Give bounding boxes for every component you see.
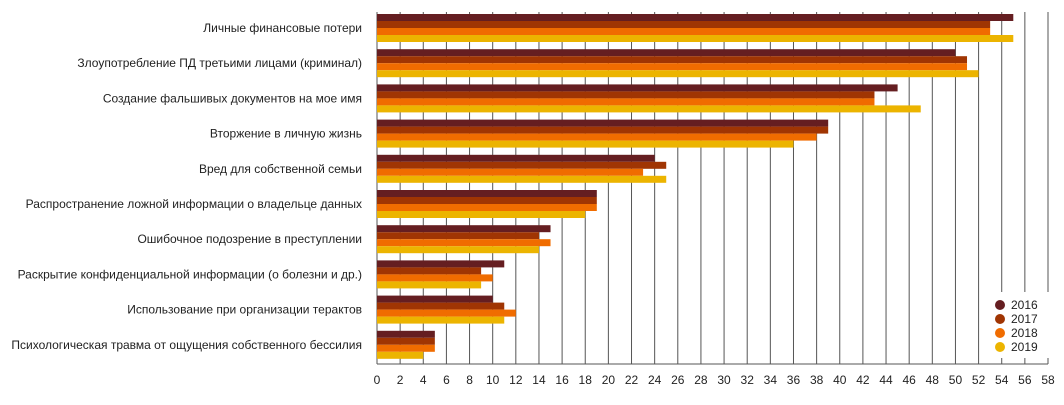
bar-2016 xyxy=(377,154,655,162)
bar-2016 xyxy=(377,225,551,233)
legend-label: 2016 xyxy=(1011,298,1038,312)
bars xyxy=(377,14,1014,359)
bar-2019 xyxy=(377,105,921,113)
bar-2016 xyxy=(377,330,435,338)
bar-2019 xyxy=(377,246,539,254)
x-tick-label: 28 xyxy=(694,373,708,387)
x-tick-label: 52 xyxy=(972,373,986,387)
bar-2018 xyxy=(377,204,597,211)
legend-marker-2018 xyxy=(995,328,1005,338)
category-label: Раскрытие конфиденциальной информации (о… xyxy=(18,267,362,281)
x-tick-label: 36 xyxy=(787,373,801,387)
bar-2019 xyxy=(377,35,1014,42)
category-label: Злоупотребление ПД третьими лицами (крим… xyxy=(77,56,362,70)
bar-2018 xyxy=(377,274,493,282)
bar-2017 xyxy=(377,21,991,28)
x-tick-label: 34 xyxy=(764,373,778,387)
category-label: Создание фальшивых документов на мое имя xyxy=(103,91,362,105)
bar-2019 xyxy=(377,175,667,183)
x-tick-label: 2 xyxy=(397,373,404,387)
bar-2016 xyxy=(377,119,829,127)
bar-2016 xyxy=(377,260,505,268)
bar-2017 xyxy=(377,56,968,64)
x-tick-label: 58 xyxy=(1041,373,1055,387)
category-label: Ошибочное подозрение в преступлении xyxy=(137,232,362,246)
bar-2019 xyxy=(377,70,979,78)
category-label: Вред для собственной семьи xyxy=(199,162,362,176)
x-tick-label: 48 xyxy=(926,373,940,387)
x-tick-label: 42 xyxy=(856,373,870,387)
bar-2018 xyxy=(377,168,644,176)
x-tick-label: 20 xyxy=(602,373,616,387)
category-label: Психологическая травма от ощущения собст… xyxy=(11,338,362,352)
x-tick-label: 40 xyxy=(833,373,847,387)
x-tick-label: 26 xyxy=(671,373,685,387)
bar-2016 xyxy=(377,84,898,92)
bar-2017 xyxy=(377,232,539,240)
x-tick-label: 8 xyxy=(466,373,473,387)
x-tick-label: 12 xyxy=(509,373,523,387)
bar-2018 xyxy=(377,344,435,352)
bar-2019 xyxy=(377,316,505,324)
category-label: Использование при организации терактов xyxy=(127,303,362,317)
legend-label: 2017 xyxy=(1011,312,1038,326)
x-tick-label: 30 xyxy=(717,373,731,387)
x-tick-label: 14 xyxy=(532,373,546,387)
bar-2016 xyxy=(377,190,597,197)
bar-2017 xyxy=(377,161,667,169)
x-tick-label: 32 xyxy=(741,373,755,387)
bar-2016 xyxy=(377,295,493,303)
x-tick-label: 50 xyxy=(949,373,963,387)
x-tick-label: 24 xyxy=(648,373,662,387)
x-tick-label: 54 xyxy=(995,373,1009,387)
bar-2018 xyxy=(377,239,551,247)
category-label: Распространение ложной информации о влад… xyxy=(26,197,362,211)
x-tick-label: 46 xyxy=(902,373,916,387)
bar-2017 xyxy=(377,197,597,204)
category-label: Вторжение в личную жизнь xyxy=(210,127,362,141)
x-tick-label: 16 xyxy=(555,373,569,387)
x-tick-label: 44 xyxy=(879,373,893,387)
bar-2018 xyxy=(377,133,817,141)
legend-label: 2018 xyxy=(1011,326,1038,340)
bar-2019 xyxy=(377,140,794,148)
x-tick-label: 38 xyxy=(810,373,824,387)
x-tick-label: 6 xyxy=(443,373,450,387)
legend-marker-2017 xyxy=(995,314,1005,324)
legend-label: 2019 xyxy=(1011,340,1038,354)
x-tick-label: 4 xyxy=(420,373,427,387)
bar-2017 xyxy=(377,91,875,99)
bar-2017 xyxy=(377,337,435,345)
legend-marker-2016 xyxy=(995,300,1005,310)
x-tick-label: 22 xyxy=(625,373,639,387)
x-tick-label: 10 xyxy=(486,373,500,387)
legend-marker-2019 xyxy=(995,342,1005,352)
bar-2016 xyxy=(377,49,956,57)
bar-2019 xyxy=(377,281,482,289)
x-tick-label: 18 xyxy=(579,373,593,387)
bar-2016 xyxy=(377,14,1014,21)
bar-2018 xyxy=(377,98,875,106)
x-tick-labels: 0 2 4 6 8 10 12 14 16 18 20 22 24 26 28 30 32 34 36 38 40 42 4… xyxy=(374,373,1055,387)
x-tick-label: 0 xyxy=(374,373,381,387)
category-label: Личные финансовые потери xyxy=(203,21,362,35)
bar-2017 xyxy=(377,267,482,275)
bar-2018 xyxy=(377,309,516,317)
bar-2019 xyxy=(377,211,586,218)
bar-2019 xyxy=(377,351,424,359)
bar-2017 xyxy=(377,302,505,310)
category-labels: Личные финансовые потери Злоупотребление … xyxy=(11,21,362,352)
bar-2018 xyxy=(377,28,991,35)
x-tick-label: 56 xyxy=(1018,373,1032,387)
bar-2018 xyxy=(377,63,968,71)
bar-2017 xyxy=(377,126,829,134)
